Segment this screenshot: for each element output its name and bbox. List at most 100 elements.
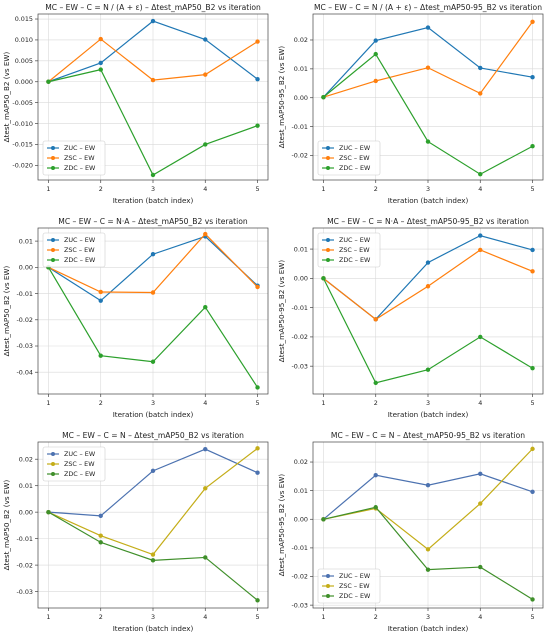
y-tick-label: 0.02 — [294, 458, 308, 466]
x-tick-label: 1 — [321, 399, 325, 407]
x-axis-label: Iteration (batch index) — [388, 196, 469, 205]
legend: ZUC – EW ZSC – EW ZDC – EW — [317, 568, 381, 604]
legend-label: ZDC – EW — [64, 256, 96, 264]
data-point — [425, 260, 431, 265]
y-tick-label: -0.03 — [291, 601, 308, 609]
data-point — [530, 19, 535, 24]
data-point — [530, 597, 535, 602]
y-tick-label: -0.03 — [16, 588, 33, 596]
x-tick-label: 1 — [321, 185, 325, 193]
data-point — [530, 446, 535, 452]
y-tick-label: -0.01 — [16, 290, 33, 298]
data-point — [321, 276, 326, 281]
data-point — [373, 51, 378, 57]
data-point — [98, 36, 103, 42]
data-point — [321, 517, 326, 522]
data-point — [530, 489, 535, 494]
data-point — [203, 304, 208, 310]
legend-swatch-marker — [326, 584, 330, 588]
legend-swatch-marker — [326, 248, 330, 252]
y-tick-label: 0.01 — [19, 237, 33, 245]
legend: ZUC – EW ZSC – EW ZDC – EW — [317, 232, 381, 268]
x-axis-label: Iteration (batch index) — [113, 624, 194, 633]
y-tick-label: 0.000 — [15, 78, 33, 86]
data-point — [255, 385, 260, 390]
x-tick-label: 4 — [478, 399, 482, 407]
y-tick-label: 0.01 — [294, 487, 308, 495]
y-tick-label: -0.02 — [16, 316, 33, 324]
y-tick-label: -0.02 — [291, 152, 308, 160]
data-point — [203, 231, 208, 237]
data-point — [150, 172, 156, 178]
data-point — [530, 269, 535, 274]
x-tick-label: 3 — [426, 399, 430, 407]
chart-mc-ew-n-over-a-map50: MC – EW – C = N / (A + ε) – Δtest_mAP50_… — [2, 3, 269, 205]
data-point — [150, 252, 156, 257]
legend-swatch-marker — [326, 258, 330, 262]
y-tick-label: 0.00 — [19, 508, 33, 516]
data-point — [150, 77, 156, 83]
legend-label: ZSC – EW — [64, 246, 95, 254]
legend-label: ZUC – EW — [64, 450, 96, 458]
legend-swatch-marker — [51, 452, 55, 456]
data-point — [98, 67, 103, 72]
y-tick-label: 0.01 — [19, 482, 33, 490]
legend-swatch-marker — [326, 146, 330, 150]
data-point — [255, 77, 260, 82]
chart-title: MC – EW – C = N·A – Δtest_mAP50_B2 vs it… — [58, 217, 248, 226]
y-tick-label: 0.00 — [19, 264, 33, 272]
x-tick-label: 4 — [203, 613, 207, 621]
data-point — [373, 317, 378, 322]
y-axis-label: Δtest_mAP50_B2 (vs EW) — [2, 265, 11, 356]
y-tick-label: 0.005 — [15, 57, 33, 65]
y-tick-label: -0.04 — [16, 368, 33, 376]
y-tick-label: -0.01 — [291, 123, 308, 131]
y-tick-label: -0.02 — [291, 333, 308, 341]
data-point — [150, 468, 156, 474]
data-point — [203, 446, 208, 452]
y-tick-label: -0.01 — [291, 304, 308, 312]
y-tick-label: 0.00 — [294, 275, 308, 283]
legend-label: ZDC – EW — [339, 592, 371, 600]
data-point — [203, 486, 208, 491]
x-tick-label: 2 — [99, 185, 103, 193]
x-tick-label: 1 — [46, 613, 50, 621]
legend-box — [317, 140, 381, 176]
chart-mc-ew-n-map50: MC – EW – C = N – Δtest_mAP50_B2 vs iter… — [2, 431, 269, 633]
data-point — [98, 60, 103, 66]
legend-swatch-marker — [51, 238, 55, 242]
legend-swatch-marker — [51, 258, 55, 262]
data-point — [425, 367, 431, 372]
y-axis-label: Δtest_mAP50_B2 (vs EW) — [2, 479, 11, 570]
y-axis-label: Δtest_mAP50_B2 (vs EW) — [2, 51, 11, 142]
data-point — [255, 470, 260, 475]
data-point — [373, 505, 378, 510]
data-point — [203, 72, 208, 77]
y-tick-label: 0.02 — [294, 36, 308, 44]
data-point — [150, 18, 156, 24]
x-tick-label: 3 — [426, 613, 430, 621]
data-point — [255, 446, 260, 451]
chart-title: MC – EW – C = N – Δtest_mAP50-95_B2 vs i… — [331, 431, 525, 440]
x-axis-label: Iteration (batch index) — [113, 196, 194, 205]
x-tick-label: 2 — [374, 185, 378, 193]
x-tick-label: 5 — [531, 613, 535, 621]
legend-swatch-marker — [326, 156, 330, 160]
chart-mc-ew-n-times-a-map50: MC – EW – C = N·A – Δtest_mAP50_B2 vs it… — [2, 217, 269, 419]
data-point — [425, 65, 431, 70]
data-point — [98, 353, 103, 358]
data-point — [478, 233, 483, 238]
data-point — [478, 65, 483, 71]
data-point — [425, 284, 431, 289]
data-point — [478, 501, 483, 506]
y-tick-label: 0.02 — [19, 455, 33, 463]
x-tick-label: 2 — [374, 399, 378, 407]
data-point — [530, 144, 535, 149]
legend-label: ZSC – EW — [64, 460, 95, 468]
legend-label: ZUC – EW — [339, 572, 371, 580]
data-point — [530, 366, 535, 371]
legend-box — [317, 568, 381, 604]
x-tick-label: 3 — [151, 399, 155, 407]
y-tick-label: 0.010 — [15, 36, 33, 44]
legend: ZUC – EW ZSC – EW ZDC – EW — [42, 232, 106, 268]
